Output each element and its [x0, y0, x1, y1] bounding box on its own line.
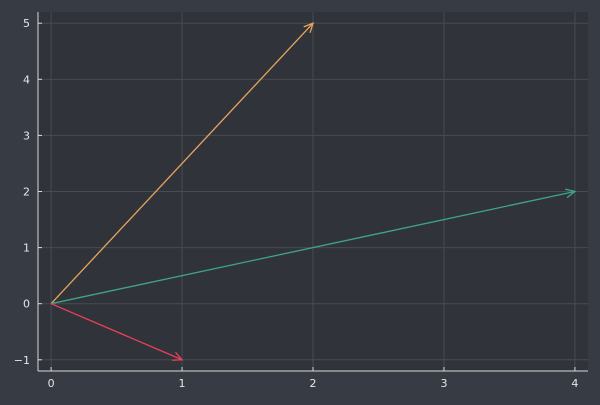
vector-shaft [50, 303, 183, 361]
x-tick-label: 0 [48, 377, 55, 390]
x-tick-label: 1 [179, 377, 186, 390]
y-tick-label: −1 [14, 354, 30, 367]
vector-arrowhead [303, 22, 315, 33]
axes [37, 12, 588, 372]
grid [38, 12, 588, 371]
vector-3 [50, 303, 184, 361]
vector-arrowhead [565, 188, 577, 199]
vector-shaft [50, 22, 314, 305]
y-tick-label: 5 [23, 17, 30, 30]
x-tick-label: 4 [571, 377, 578, 390]
vectors [50, 22, 577, 361]
y-tick-label: 2 [23, 186, 30, 199]
vector-arrowhead [172, 351, 184, 361]
y-tick-label: 0 [23, 298, 30, 311]
vector-2 [50, 188, 577, 305]
y-tick-label: 4 [23, 73, 30, 86]
x-tick-label: 3 [440, 377, 447, 390]
y-tick-label: 1 [23, 242, 30, 255]
tick-labels: 0 1 2 3 4 −1 0 1 2 3 4 5 [14, 17, 579, 390]
x-tick-label: 2 [310, 377, 317, 390]
y-tick-label: 3 [23, 129, 30, 142]
vector-shaft [50, 190, 576, 305]
vector-1 [50, 22, 315, 305]
